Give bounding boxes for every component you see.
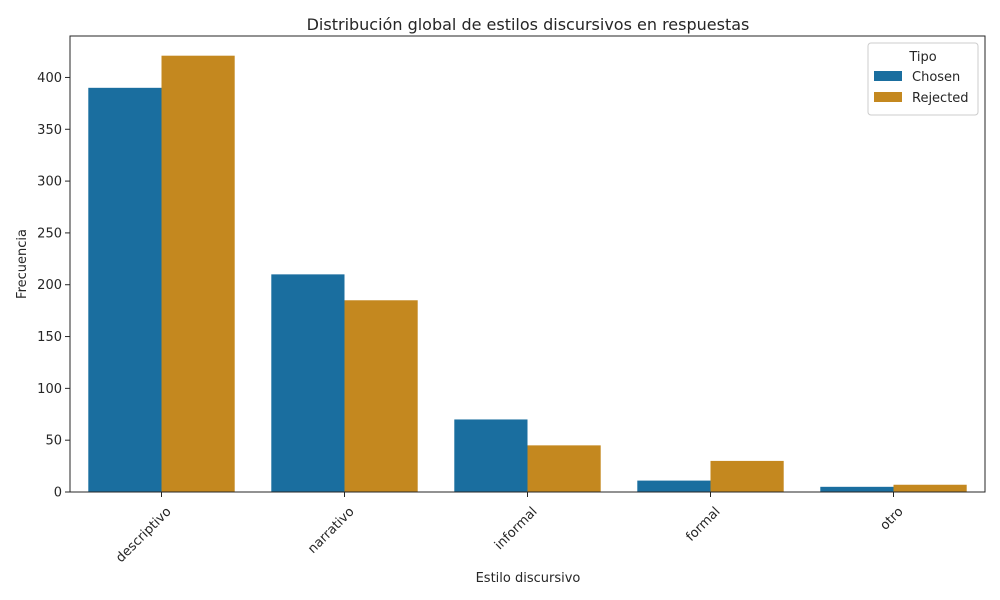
- y-tick-label: 300: [37, 175, 62, 190]
- bar-rejected-formal: [710, 460, 784, 492]
- bar-rejected-informal: [527, 445, 601, 492]
- y-tick-label: 200: [37, 278, 62, 293]
- y-tick-label: 100: [37, 382, 62, 397]
- legend-swatch-chosen: [874, 71, 902, 81]
- y-axis-title: Frecuencia: [15, 229, 30, 299]
- legend-swatch-rejected: [874, 92, 902, 102]
- y-tick-label: 250: [37, 226, 62, 241]
- y-axis: 0 50 100 150 200 250 300 350 400: [37, 71, 70, 501]
- bars-layer: [88, 55, 967, 493]
- legend: Tipo Chosen Rejected: [867, 42, 979, 116]
- y-tick-label: 0: [54, 486, 62, 501]
- y-tick-label: 350: [37, 123, 62, 138]
- x-tick-label-descriptivo: descriptivo: [113, 504, 174, 565]
- bar-chosen-informal: [454, 419, 528, 492]
- legend-title: Tipo: [908, 50, 936, 65]
- bar-chosen-otro: [820, 486, 894, 492]
- bar-chosen-formal: [637, 480, 711, 492]
- bar-rejected-narrativo: [344, 300, 418, 492]
- x-tick-label-formal: formal: [683, 504, 723, 544]
- bar-chosen-narrativo: [271, 274, 345, 492]
- legend-label-rejected: Rejected: [912, 91, 969, 106]
- legend-label-chosen: Chosen: [912, 70, 960, 85]
- y-tick-label: 50: [45, 434, 62, 449]
- bar-chosen-descriptivo: [88, 87, 162, 493]
- x-tick-label-narrativo: narrativo: [305, 504, 357, 556]
- x-axis-title: Estilo discursivo: [476, 571, 581, 586]
- x-tick-label-informal: informal: [492, 504, 541, 553]
- bar-rejected-otro: [893, 484, 967, 492]
- x-axis: descriptivo narrativo informal formal otro: [113, 492, 907, 566]
- bar-rejected-descriptivo: [161, 55, 235, 492]
- y-tick-label: 400: [37, 71, 62, 86]
- y-tick-label: 150: [37, 330, 62, 345]
- chart-title: Distribución global de estilos discursiv…: [307, 15, 750, 34]
- x-tick-label-otro: otro: [878, 504, 907, 533]
- plot-frame: [69, 35, 986, 493]
